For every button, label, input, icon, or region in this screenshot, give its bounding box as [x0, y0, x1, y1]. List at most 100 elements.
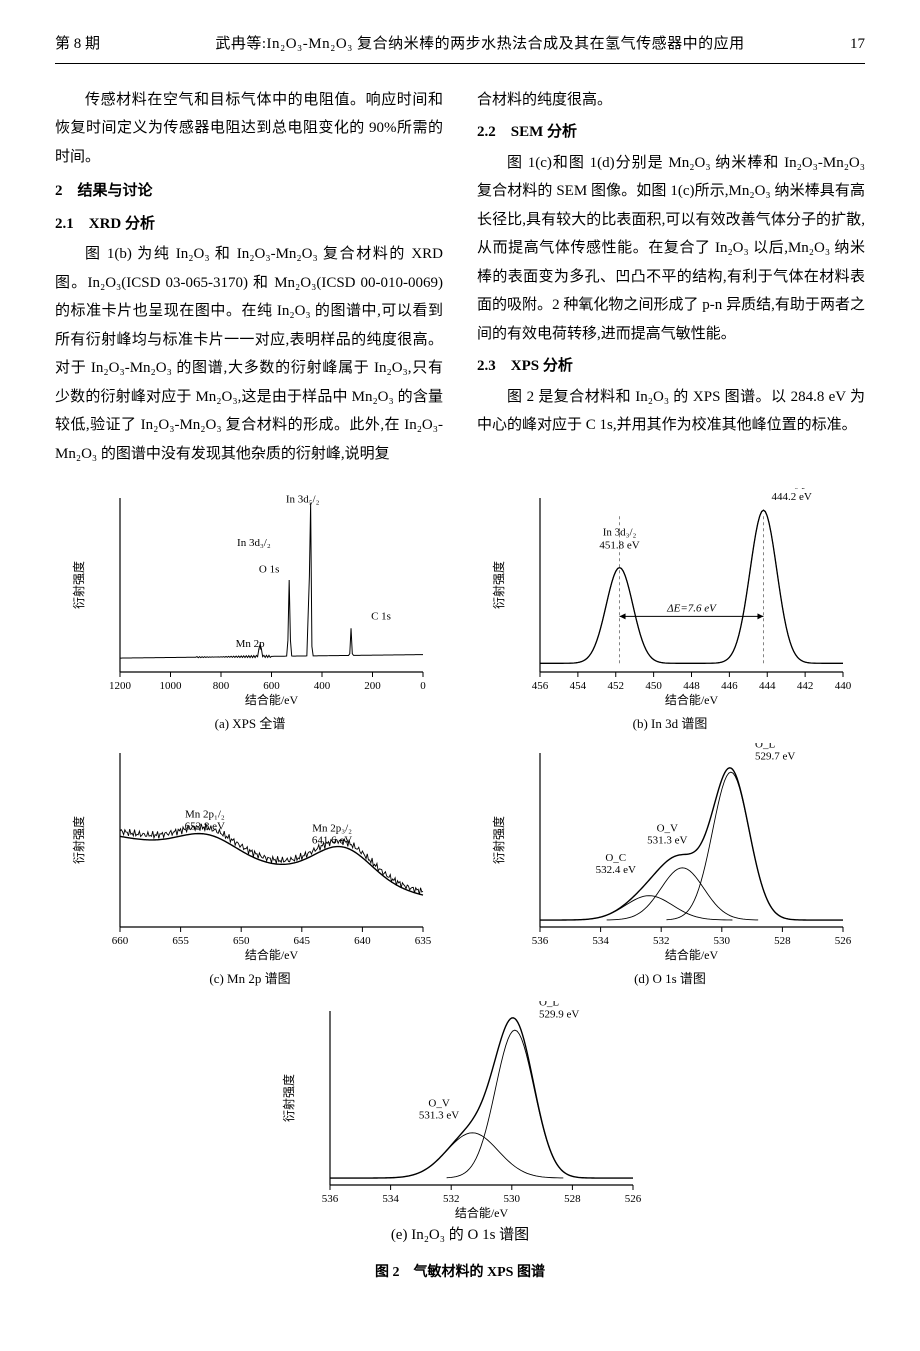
svg-text:442: 442 [797, 680, 814, 692]
svg-text:O_C: O_C [605, 852, 626, 864]
svg-text:454: 454 [570, 680, 587, 692]
svg-text:536: 536 [532, 935, 549, 947]
svg-text:451.8 eV: 451.8 eV [599, 540, 639, 552]
page-number: 17 [825, 30, 865, 59]
svg-text:440: 440 [835, 680, 852, 692]
svg-text:Mn 2p₃/₂: Mn 2p₃/₂ [312, 822, 352, 834]
svg-text:529.9 eV: 529.9 eV [539, 1009, 579, 1021]
svg-text:446: 446 [721, 680, 738, 692]
svg-text:444.2 eV: 444.2 eV [771, 491, 811, 503]
mn2p-chart: 660655650645640635衍射强度结合能/eVMn 2p₁/₂652.… [65, 743, 435, 963]
xps-survey-chart: 1200 1000 800 600 400 200 0 衍射强度结合能/eV In 3d₅/₂ I… [65, 488, 435, 708]
left-column: 传感材料在空气和目标气体中的电阻值。响应时间和恢复时间定义为传感器电阻达到总电阻… [55, 86, 443, 471]
in2o3-o1s-chart: 536 534 532 530 528 526 衍射强度结合能/eV O_L529.9 eV O… [275, 1001, 645, 1221]
svg-text:衍射强度: 衍射强度 [71, 816, 86, 864]
running-title: 武冉等:In₂O₃-Mn₂O₃ 复合纳米棒的两步水热法合成及其在氢气传感器中的应… [135, 30, 825, 59]
svg-text:534: 534 [592, 935, 609, 947]
svg-text:641.6 eV: 641.6 eV [312, 834, 352, 846]
panel-d: 536 534 532 530 528 526 衍射强度结合能/eV O_L529.7 eV O… [475, 743, 865, 992]
svg-text:In 3d₃/₂: In 3d₃/₂ [237, 537, 271, 549]
svg-text:O_V: O_V [428, 1098, 449, 1110]
panel-d-caption: (d) O 1s 谱图 [634, 967, 706, 992]
svg-text:结合能/eV: 结合能/eV [665, 947, 719, 962]
svg-text:450: 450 [645, 680, 662, 692]
svg-text:532.4 eV: 532.4 eV [596, 864, 636, 876]
svg-text:456: 456 [532, 680, 549, 692]
svg-text:528: 528 [564, 1193, 581, 1205]
svg-text:526: 526 [625, 1193, 642, 1205]
svg-text:0: 0 [420, 680, 426, 692]
svg-text:C 1s: C 1s [371, 610, 391, 622]
svg-text:600: 600 [263, 680, 280, 692]
svg-text:532: 532 [443, 1193, 460, 1205]
svg-text:528: 528 [774, 935, 791, 947]
svg-text:536: 536 [322, 1193, 339, 1205]
para: 图 1(b) 为纯 In₂O₃ 和 In₂O₃-Mn₂O₃ 复合材料的 XRD … [55, 240, 443, 468]
svg-text:结合能/eV: 结合能/eV [665, 692, 719, 707]
svg-text:529.7 eV: 529.7 eV [755, 750, 795, 762]
svg-text:ΔE=7.6 eV: ΔE=7.6 eV [666, 602, 717, 614]
svg-text:530: 530 [504, 1193, 521, 1205]
issue-label: 第 8 期 [55, 30, 135, 59]
svg-text:1200: 1200 [109, 680, 132, 692]
svg-text:O 1s: O 1s [259, 563, 279, 575]
svg-text:Mn 2p₁/₂: Mn 2p₁/₂ [185, 808, 225, 820]
svg-text:200: 200 [364, 680, 381, 692]
panel-e: 536 534 532 530 528 526 衍射强度结合能/eV O_L529.9 eV O… [55, 1001, 865, 1250]
svg-text:645: 645 [294, 935, 311, 947]
panel-c: 660655650645640635衍射强度结合能/eVMn 2p₁/₂652.… [55, 743, 445, 992]
svg-text:结合能/eV: 结合能/eV [245, 692, 299, 707]
svg-text:452: 452 [608, 680, 625, 692]
svg-text:In 3d₅/₂: In 3d₅/₂ [286, 494, 320, 506]
o1s-chart: 536 534 532 530 528 526 衍射强度结合能/eV O_L529.7 eV O… [485, 743, 855, 963]
in3d-chart: 456 454 452 450 448 446 444 442 440 衍射强度结合能/eV In … [485, 488, 855, 708]
svg-text:400: 400 [314, 680, 331, 692]
svg-text:640: 640 [354, 935, 371, 947]
para: 图 2 是复合材料和 In₂O₃ 的 XPS 图谱。以 284.8 eV 为中心… [477, 383, 865, 440]
svg-text:531.3 eV: 531.3 eV [647, 834, 687, 846]
svg-text:O_L: O_L [755, 743, 775, 751]
panel-a-caption: (a) XPS 全谱 [215, 712, 286, 737]
svg-text:531.3 eV: 531.3 eV [419, 1110, 459, 1122]
figure2-grid: 120010008006004002000衍射强度结合能/eVIn 3d₅/₂I… [55, 488, 865, 991]
svg-text:衍射强度: 衍射强度 [281, 1074, 296, 1122]
svg-text:532: 532 [653, 935, 670, 947]
panel-b: 456 454 452 450 448 446 444 442 440 衍射强度结合能/eV In … [475, 488, 865, 737]
svg-text:635: 635 [415, 935, 432, 947]
svg-text:In 3d₅/₂: In 3d₅/₂ [771, 488, 805, 490]
panel-a: 1200 1000 800 600 400 200 0 衍射强度结合能/eV In 3d₅/₂ I… [55, 488, 445, 737]
subsection-heading: 2.3 XPS 分析 [477, 352, 865, 381]
body-columns: 传感材料在空气和目标气体中的电阻值。响应时间和恢复时间定义为传感器电阻达到总电阻… [55, 86, 865, 471]
page-header: 第 8 期 武冉等:In₂O₃-Mn₂O₃ 复合纳米棒的两步水热法合成及其在氢气… [55, 30, 865, 64]
svg-text:652.8 eV: 652.8 eV [185, 820, 225, 832]
svg-text:衍射强度: 衍射强度 [71, 561, 86, 609]
svg-text:衍射强度: 衍射强度 [491, 561, 506, 609]
svg-text:444: 444 [759, 680, 776, 692]
svg-text:526: 526 [835, 935, 852, 947]
para: 合材料的纯度很高。 [477, 86, 865, 115]
svg-text:660: 660 [112, 935, 129, 947]
panel-b-caption: (b) In 3d 谱图 [633, 712, 708, 737]
svg-text:结合能/eV: 结合能/eV [455, 1205, 509, 1220]
svg-text:In 3d₃/₂: In 3d₃/₂ [603, 527, 637, 539]
panel-e-caption: (e) In₂O₃ 的 O 1s 谱图 [391, 1221, 529, 1250]
svg-text:衍射强度: 衍射强度 [491, 816, 506, 864]
svg-text:650: 650 [233, 935, 250, 947]
panel-c-caption: (c) Mn 2p 谱图 [209, 967, 290, 992]
svg-text:800: 800 [213, 680, 230, 692]
svg-text:534: 534 [382, 1193, 399, 1205]
subsection-heading: 2.2 SEM 分析 [477, 118, 865, 147]
section-heading: 2 结果与讨论 [55, 177, 443, 206]
subsection-heading: 2.1 XRD 分析 [55, 210, 443, 239]
figure2-title: 图 2 气敏材料的 XPS 图谱 [55, 1260, 865, 1287]
right-column: 合材料的纯度很高。 2.2 SEM 分析 图 1(c)和图 1(d)分别是 Mn… [477, 86, 865, 471]
svg-text:1000: 1000 [160, 680, 183, 692]
svg-text:448: 448 [683, 680, 700, 692]
svg-text:O_V: O_V [657, 822, 678, 834]
svg-text:Mn 2p: Mn 2p [236, 638, 266, 650]
svg-text:530: 530 [714, 935, 731, 947]
svg-text:O_L: O_L [539, 1001, 559, 1009]
svg-text:结合能/eV: 结合能/eV [245, 947, 299, 962]
para: 传感材料在空气和目标气体中的电阻值。响应时间和恢复时间定义为传感器电阻达到总电阻… [55, 86, 443, 172]
para: 图 1(c)和图 1(d)分别是 Mn₂O₃ 纳米棒和 In₂O₃-Mn₂O₃ … [477, 149, 865, 349]
